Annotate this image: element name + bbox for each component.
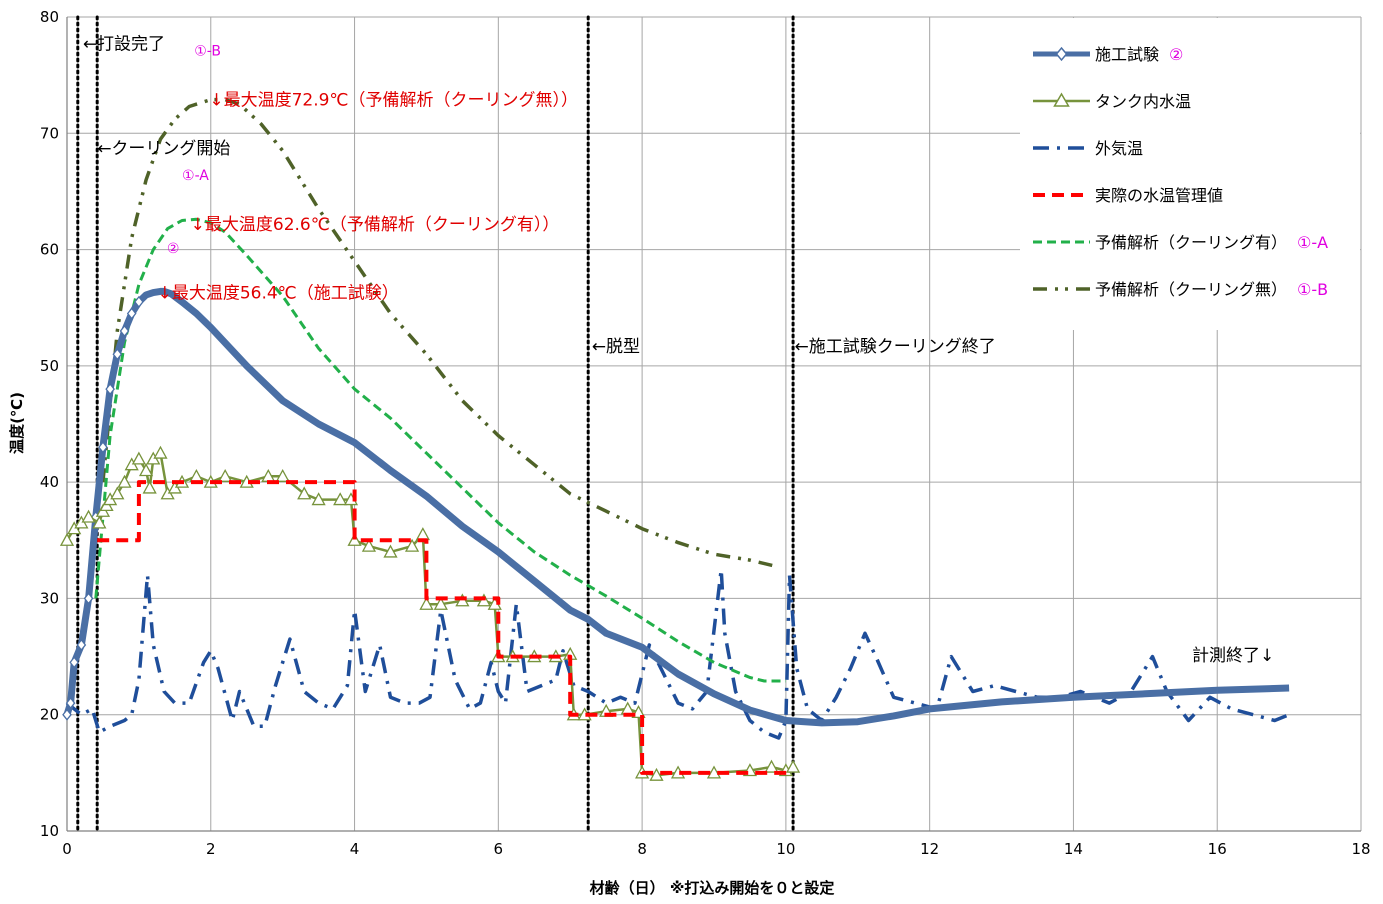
series-marker — [333, 492, 348, 506]
x-tick-label: 10 — [776, 840, 795, 858]
chart-annotation: ←施工試験クーリング終了 — [795, 337, 996, 357]
legend-frame — [1020, 18, 1360, 330]
series-marker — [383, 544, 398, 558]
y-axis-title: 温度(℃) — [8, 392, 26, 454]
legend-label: 施工試験 ② — [1095, 45, 1183, 64]
x-tick-label: 0 — [62, 840, 72, 858]
series-marker — [189, 468, 204, 482]
series-marker — [81, 509, 96, 523]
event-vertical-lines — [76, 15, 795, 833]
series-marker — [59, 532, 75, 546]
legend-label: 予備解析（クーリング有） ①-A — [1095, 233, 1328, 252]
chart-annotation: ↓最大温度62.6℃（予備解析（クーリング有）） — [191, 215, 560, 235]
series-marker — [105, 383, 115, 396]
series-marker — [142, 480, 157, 494]
x-tick-label: 12 — [920, 840, 939, 858]
y-tick-label: 70 — [40, 124, 59, 142]
chart-annotation: ←クーリング開始 — [97, 139, 230, 159]
series-marker — [764, 759, 779, 773]
series-marker — [706, 765, 722, 779]
legend-label: 外気温 — [1095, 139, 1143, 158]
series-marker — [153, 445, 168, 459]
series-marker — [311, 492, 326, 506]
chart-annotation: ② — [167, 241, 180, 257]
chart-annotation: ①-B — [194, 43, 221, 59]
series-line — [94, 217, 786, 683]
chart-annotation: 計測終了↓ — [1192, 646, 1274, 666]
series-line — [97, 480, 794, 775]
legend-label: タンク内水温 — [1095, 92, 1191, 111]
chart-annotation: ↓最大温度72.9℃（予備解析（クーリング無）） — [209, 90, 578, 110]
chart-annotation: ←脱型 — [592, 337, 640, 357]
x-tick-label: 8 — [637, 840, 647, 858]
legend-label-suffix: ①-B — [1297, 280, 1328, 299]
x-tick-label: 14 — [1064, 840, 1083, 858]
legend-label-suffix: ①-A — [1297, 233, 1328, 252]
legend-marker — [1053, 92, 1070, 107]
series-marker — [69, 656, 80, 669]
series-marker — [347, 532, 362, 546]
legend-label: 予備解析（クーリング無） ①-B — [1095, 280, 1328, 299]
series-marker — [117, 474, 132, 488]
series-marker — [218, 468, 233, 482]
series-marker — [126, 307, 137, 320]
series-marker — [98, 441, 108, 454]
series-marker — [649, 767, 664, 781]
y-tick-label: 10 — [40, 822, 59, 840]
chart-annotation: ①-A — [182, 168, 209, 184]
series-marker — [110, 486, 125, 500]
series-line — [65, 567, 1290, 740]
axis-ticks: 10 20 30 40 50 60 70 80 0 2 4 6 8 10 12 14 16 18 — [40, 8, 1371, 858]
chart-annotation: ←打設完了 — [83, 35, 165, 55]
y-tick-label: 80 — [40, 8, 59, 26]
series-marker — [112, 348, 123, 361]
legend-label-suffix: ② — [1169, 45, 1183, 64]
y-tick-label: 40 — [40, 473, 59, 491]
x-axis-title: 材齢（日） ※打込み開始を０と設定 — [590, 879, 835, 897]
series-marker — [297, 486, 312, 500]
x-tick-label: 18 — [1351, 840, 1370, 858]
series-marker — [404, 538, 420, 552]
series-marker — [361, 538, 377, 552]
series-marker — [433, 596, 448, 610]
series-marker — [631, 705, 646, 719]
series-marker — [419, 596, 434, 610]
legend-marker — [1055, 46, 1068, 62]
series-marker — [134, 295, 144, 308]
series-line — [101, 97, 780, 569]
y-tick-label: 50 — [40, 357, 59, 375]
series-marker — [138, 463, 154, 477]
series-marker — [65, 697, 76, 710]
x-tick-label: 16 — [1208, 840, 1227, 858]
series-marker — [62, 708, 72, 721]
series-marker — [119, 324, 130, 338]
series-marker — [275, 468, 290, 482]
series-line — [63, 287, 1290, 727]
legend-label: 実際の水温管理値 — [1095, 186, 1223, 205]
chart-annotation: ↓最大温度56.4℃（施工試験） — [158, 283, 399, 303]
y-tick-label: 20 — [40, 706, 59, 724]
series-lines — [59, 97, 1290, 781]
x-tick-label: 6 — [494, 840, 504, 858]
series-marker — [76, 638, 87, 651]
y-tick-label: 60 — [40, 241, 59, 259]
series-marker — [92, 515, 107, 529]
x-tick-label: 2 — [206, 840, 216, 858]
series-marker — [83, 592, 94, 605]
x-tick-label: 4 — [350, 840, 360, 858]
series-marker — [785, 759, 801, 773]
grid-lines — [66, 16, 1362, 832]
series-marker — [131, 451, 146, 465]
y-tick-label: 30 — [40, 589, 59, 607]
series-marker — [415, 527, 430, 541]
